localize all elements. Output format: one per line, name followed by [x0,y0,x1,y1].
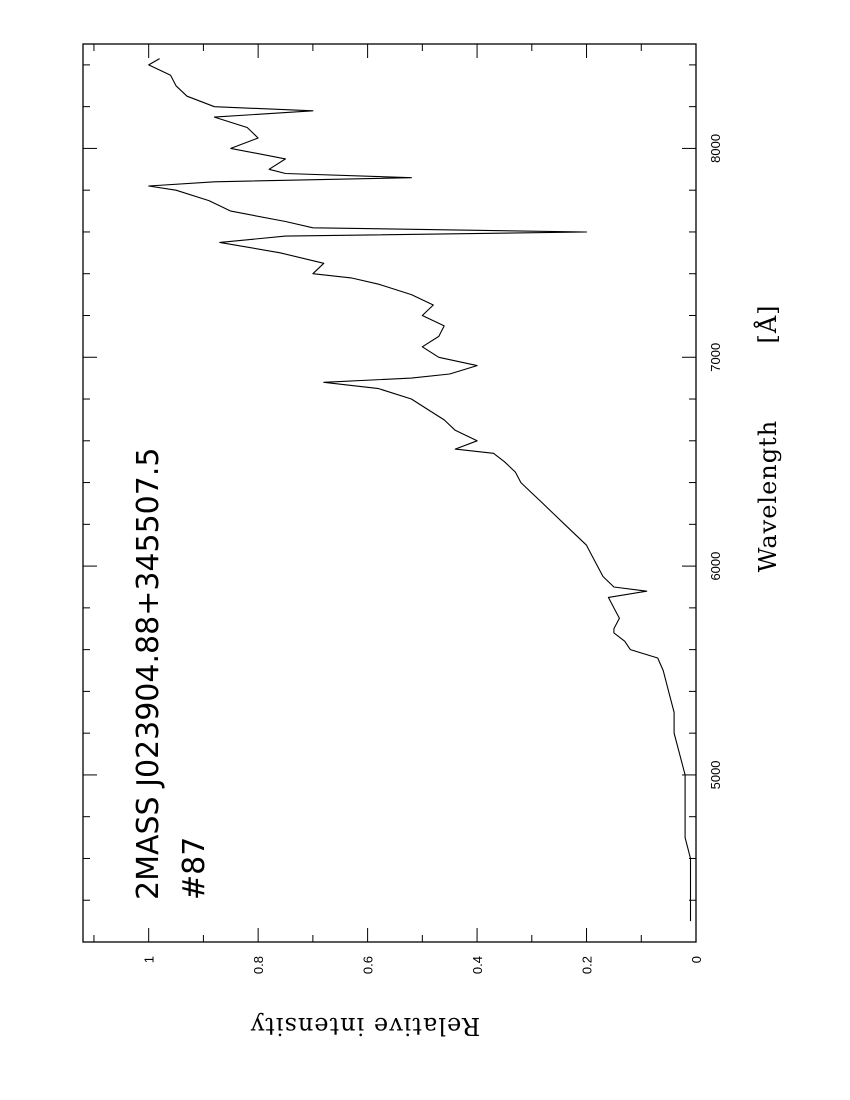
y-tick-label: 1 [142,956,157,963]
axis-tick-labels: 5000 6000 7000 8000 0 0.2 0.4 0.6 0.8 1 [142,134,723,974]
y-tick-label: 0 [689,956,704,963]
y-tick-label: 0.6 [361,956,376,974]
x-tick-label: 6000 [708,552,723,581]
y-tick-label: 0.8 [251,956,266,974]
object-number-annotation: #87 [177,837,212,900]
y-tick-label: 0.2 [580,956,595,974]
x-tick-label: 5000 [708,760,723,789]
x-axis-unit: [Å] [753,304,782,343]
plot-frame [82,43,697,943]
y-axis-title: Relative intensity [250,1012,481,1040]
x-axis-title: Wavelength [Å] [753,304,782,572]
object-name-annotation: 2MASS J023904.88+345507.5 [131,448,166,900]
x-axis-label: Wavelength [754,420,782,572]
spectrum-series-line [148,58,692,922]
x-tick-label: 8000 [708,134,723,163]
x-tick-label: 7000 [708,343,723,372]
y-tick-label: 0.4 [470,956,485,974]
